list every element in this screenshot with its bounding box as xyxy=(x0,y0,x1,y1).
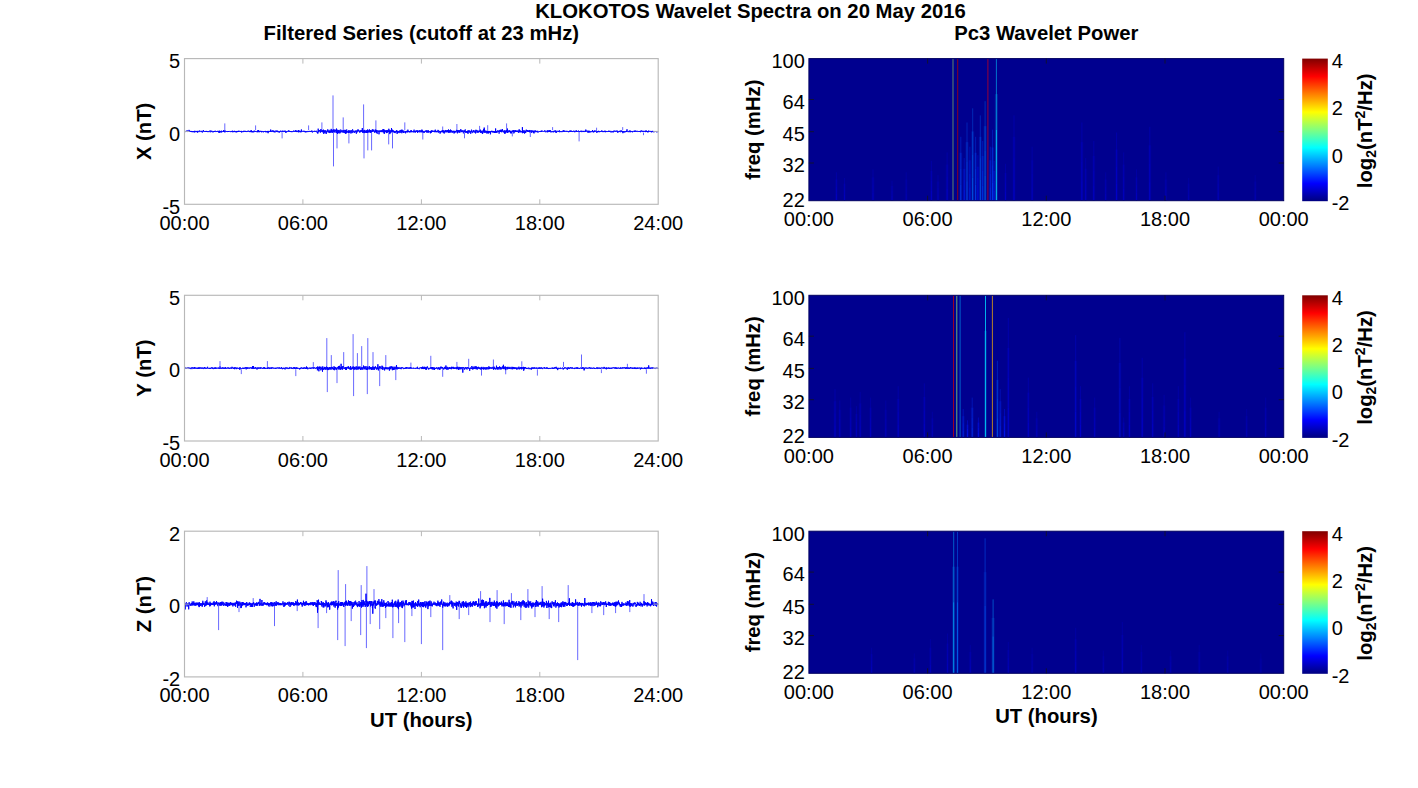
svg-text:12:00: 12:00 xyxy=(1021,208,1071,230)
svg-text:64: 64 xyxy=(783,328,805,350)
svg-text:0: 0 xyxy=(1332,145,1343,167)
svg-text:4: 4 xyxy=(1332,287,1343,309)
svg-text:06:00: 06:00 xyxy=(278,684,328,706)
svg-text:100: 100 xyxy=(771,523,804,545)
svg-text:Filtered Series (cutoff at 23: Filtered Series (cutoff at 23 mHz) xyxy=(264,22,580,44)
svg-text:32: 32 xyxy=(783,391,805,413)
svg-text:2: 2 xyxy=(1332,570,1343,592)
svg-text:2: 2 xyxy=(1332,97,1343,119)
svg-text:X (nT): X (nT) xyxy=(133,103,155,160)
svg-text:06:00: 06:00 xyxy=(278,449,328,471)
svg-text:0: 0 xyxy=(1332,381,1343,403)
svg-text:KLOKOTOS Wavelet Spectra on 20: KLOKOTOS Wavelet Spectra on 20 May 2016 xyxy=(535,0,966,22)
svg-text:32: 32 xyxy=(783,627,805,649)
svg-text:-2: -2 xyxy=(1332,192,1350,214)
svg-text:00:00: 00:00 xyxy=(784,208,834,230)
svg-text:00:00: 00:00 xyxy=(1259,208,1309,230)
svg-text:06:00: 06:00 xyxy=(903,681,953,703)
svg-text:64: 64 xyxy=(783,563,805,585)
svg-text:64: 64 xyxy=(783,91,805,113)
svg-text:18:00: 18:00 xyxy=(1140,445,1190,467)
svg-text:45: 45 xyxy=(783,123,805,145)
svg-text:Y (nT): Y (nT) xyxy=(133,340,155,397)
svg-text:5: 5 xyxy=(169,50,180,72)
svg-text:2: 2 xyxy=(169,523,180,545)
svg-text:4: 4 xyxy=(1332,523,1343,545)
svg-text:freq (mHz): freq (mHz) xyxy=(742,552,764,652)
svg-text:00:00: 00:00 xyxy=(784,445,834,467)
svg-text:32: 32 xyxy=(783,154,805,176)
svg-text:-2: -2 xyxy=(1332,429,1350,451)
svg-text:12:00: 12:00 xyxy=(396,684,446,706)
svg-text:100: 100 xyxy=(771,287,804,309)
svg-text:0: 0 xyxy=(169,123,180,145)
svg-text:45: 45 xyxy=(783,360,805,382)
svg-text:2: 2 xyxy=(1332,334,1343,356)
svg-text:UT (hours): UT (hours) xyxy=(370,709,473,731)
svg-text:18:00: 18:00 xyxy=(515,684,565,706)
svg-text:18:00: 18:00 xyxy=(1140,208,1190,230)
svg-text:06:00: 06:00 xyxy=(903,445,953,467)
svg-text:00:00: 00:00 xyxy=(1259,681,1309,703)
svg-text:06:00: 06:00 xyxy=(278,212,328,234)
svg-text:45: 45 xyxy=(783,596,805,618)
svg-text:18:00: 18:00 xyxy=(515,212,565,234)
svg-text:0: 0 xyxy=(169,595,180,617)
svg-text:06:00: 06:00 xyxy=(903,208,953,230)
svg-text:4: 4 xyxy=(1332,50,1343,72)
svg-text:log2(nT2/Hz): log2(nT2/Hz) xyxy=(1352,546,1379,661)
svg-text:00:00: 00:00 xyxy=(159,212,209,234)
svg-text:UT (hours): UT (hours) xyxy=(995,705,1098,727)
svg-text:5: 5 xyxy=(169,287,180,309)
svg-text:-2: -2 xyxy=(1332,665,1350,687)
svg-text:24:00: 24:00 xyxy=(633,449,683,471)
svg-text:12:00: 12:00 xyxy=(1021,681,1071,703)
svg-text:18:00: 18:00 xyxy=(515,449,565,471)
svg-text:log2(nT2/Hz): log2(nT2/Hz) xyxy=(1352,310,1379,425)
svg-text:00:00: 00:00 xyxy=(784,681,834,703)
svg-text:00:00: 00:00 xyxy=(159,684,209,706)
svg-text:12:00: 12:00 xyxy=(396,212,446,234)
svg-text:0: 0 xyxy=(1332,617,1343,639)
svg-text:freq (mHz): freq (mHz) xyxy=(742,316,764,416)
svg-text:0: 0 xyxy=(169,359,180,381)
svg-text:18:00: 18:00 xyxy=(1140,681,1190,703)
svg-text:log2(nT2/Hz): log2(nT2/Hz) xyxy=(1352,73,1379,188)
svg-text:100: 100 xyxy=(771,50,804,72)
svg-text:00:00: 00:00 xyxy=(159,449,209,471)
svg-text:freq (mHz): freq (mHz) xyxy=(742,80,764,180)
svg-text:24:00: 24:00 xyxy=(633,684,683,706)
svg-text:12:00: 12:00 xyxy=(396,449,446,471)
svg-text:00:00: 00:00 xyxy=(1259,445,1309,467)
svg-text:Z (nT): Z (nT) xyxy=(133,576,155,632)
svg-text:24:00: 24:00 xyxy=(633,212,683,234)
svg-text:Pc3 Wavelet Power: Pc3 Wavelet Power xyxy=(954,22,1138,44)
svg-text:12:00: 12:00 xyxy=(1021,445,1071,467)
